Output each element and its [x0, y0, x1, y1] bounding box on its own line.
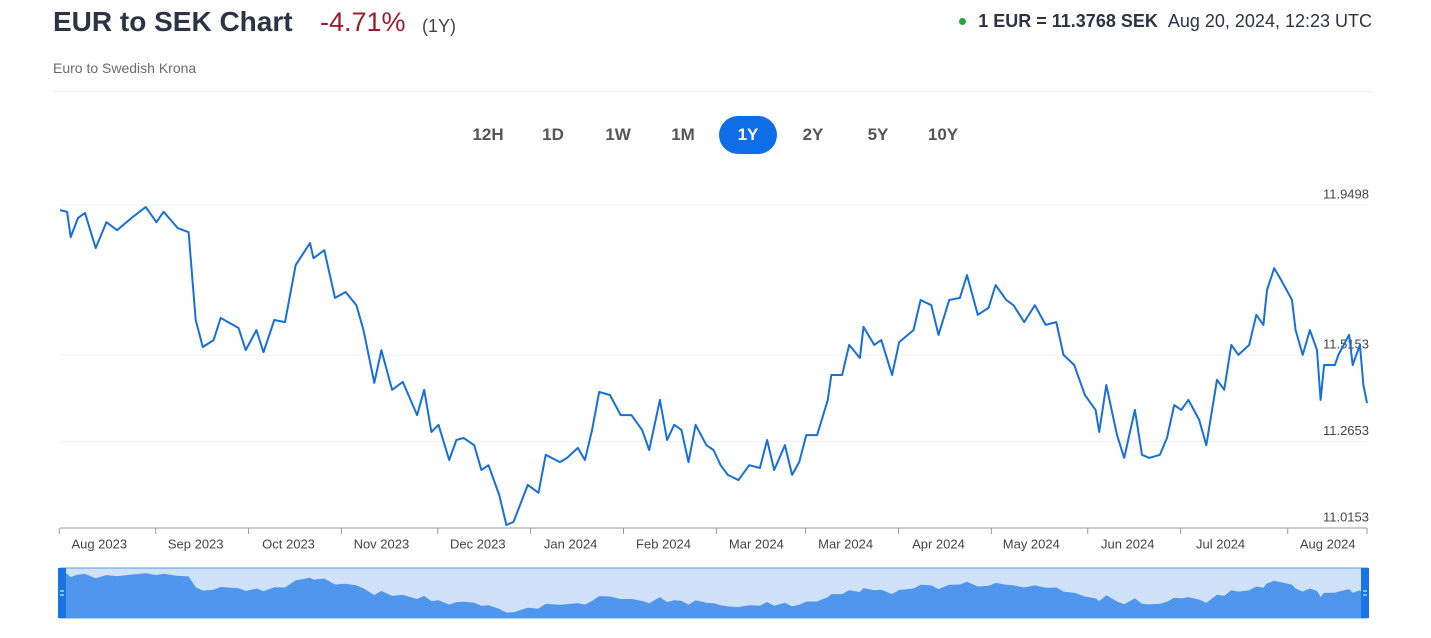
y-tick-label: 11.5153: [1323, 337, 1369, 352]
range-button[interactable]: 5Y: [849, 116, 907, 154]
range-selector: 12H 1D 1W 1M 1Y 2Y 5Y 10Y: [0, 116, 1431, 154]
y-tick-label: 11.9498: [1323, 186, 1369, 201]
x-tick-label: Aug 2023: [71, 536, 127, 551]
x-tick-label: Aug 2024: [1300, 536, 1356, 551]
rate-box: 1 EUR = 11.3768 SEK Aug 20, 2024, 12:23 …: [959, 11, 1372, 32]
x-tick-label: Dec 2023: [450, 536, 506, 551]
range-button[interactable]: 1W: [589, 116, 647, 154]
x-tick-label: Sep 2023: [168, 536, 224, 551]
range-button[interactable]: 10Y: [914, 116, 972, 154]
title: EUR to SEK Chart: [53, 6, 293, 37]
subtitle: Euro to Swedish Krona: [53, 60, 197, 76]
x-tick-label: Oct 2023: [262, 536, 315, 551]
range-button[interactable]: 2Y: [784, 116, 842, 154]
x-tick-label: Mar 2024: [818, 536, 873, 551]
price-line: [59, 206, 1368, 526]
live-dot: [959, 18, 967, 25]
timestamp: Aug 20, 2024, 12:23 UTC: [1167, 11, 1372, 31]
rate: 1 EUR = 11.3768 SEK: [978, 11, 1158, 31]
x-tick-label: Jan 2024: [544, 536, 598, 551]
y-tick-label: 11.2653: [1323, 423, 1369, 438]
range-button[interactable]: 1M: [654, 116, 712, 154]
y-tick-label: 11.0153: [1323, 509, 1369, 524]
range-button[interactable]: 1Y: [719, 116, 777, 154]
x-tick-label: Feb 2024: [636, 536, 691, 551]
navigator-handle: [1361, 568, 1369, 618]
x-tick-label: Mar 2024: [729, 536, 784, 551]
period: (1Y): [422, 16, 457, 36]
x-tick-label: Nov 2023: [354, 536, 410, 551]
x-tick-label: May 2024: [1003, 536, 1060, 551]
x-tick-label: Jun 2024: [1101, 536, 1155, 551]
x-tick-label: Jul 2024: [1196, 536, 1245, 551]
navigator-area: [60, 573, 1367, 618]
divider: [53, 91, 1372, 92]
x-tick-label: Apr 2024: [912, 536, 965, 551]
range-button[interactable]: 12H: [459, 116, 517, 154]
range-button[interactable]: 1D: [524, 116, 582, 154]
navigator-handle: [58, 568, 66, 618]
change: -4.71%: [320, 7, 406, 37]
